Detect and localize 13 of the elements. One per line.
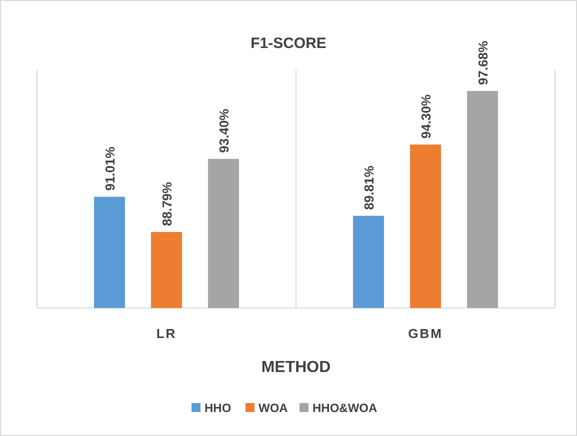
data-label: 97.68% — [476, 40, 490, 85]
data-label: 94.30% — [418, 94, 434, 139]
data-label: 93.40% — [216, 108, 232, 153]
x-axis-title: METHOD — [261, 359, 331, 376]
data-label: 91.01% — [102, 146, 118, 191]
x-tick-label: GBM — [408, 326, 443, 341]
chart-title: F1-SCORE — [250, 35, 326, 52]
x-tick-label: LR — [156, 326, 177, 341]
legend-label: HHO — [204, 401, 232, 415]
legend-label: WOA — [258, 401, 288, 415]
data-label: 88.79% — [160, 181, 174, 226]
legend-label: HHO&WOA — [312, 401, 378, 415]
data-label: 89.81% — [362, 165, 376, 210]
